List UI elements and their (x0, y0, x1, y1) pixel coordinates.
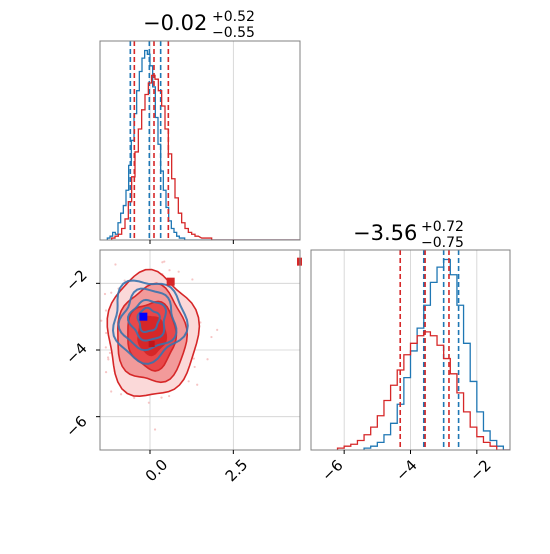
contour-panel-joint (94, 237, 302, 454)
histogram-step-series-1 (336, 331, 510, 450)
scatter-point (168, 394, 171, 398)
scatter-point (104, 309, 108, 312)
x-tick-label-2-5: 2.5 (222, 456, 252, 486)
contour-content (94, 237, 219, 431)
contour-line-red-1 (116, 282, 189, 384)
title-bottom-right: −3.56 +0.72 −0.75 (353, 219, 464, 251)
scatter-point (110, 390, 113, 393)
title-top-left-plus: +0.52 (212, 9, 255, 25)
scatter-point (216, 328, 219, 331)
histogram-step-series-0 (106, 49, 300, 240)
contour-line-blue-1 (117, 287, 178, 352)
histogram-panel-param1 (99, 40, 301, 244)
marker-blue-square (139, 312, 148, 321)
scatter-point (161, 261, 164, 264)
y-tick-label-neg4: −4 (62, 339, 90, 367)
title-top-left-value: −0.02 (143, 11, 207, 35)
scatter-point (119, 393, 123, 396)
x-tick-label-neg6: −6 (318, 456, 346, 484)
scatter-point (163, 260, 166, 263)
scatter-point (191, 278, 194, 281)
histogram-step-series-1 (111, 74, 300, 240)
scatter-point (133, 396, 136, 399)
scatter-point (206, 358, 209, 361)
scatter-point (146, 237, 148, 239)
scatter-point (160, 396, 163, 399)
scatter-point (107, 358, 110, 361)
scatter-point (177, 270, 180, 273)
x-tick-labels-contour: 0.0 2.5 (142, 456, 252, 486)
scatter-point (114, 263, 117, 266)
scatter-point (108, 351, 112, 355)
title-bottom-right-plus: +0.72 (421, 219, 464, 235)
contour-line-red-2 (127, 300, 178, 372)
y-tick-labels-contour: −2 −4 −6 (62, 266, 90, 440)
scatter-point (193, 365, 196, 369)
scatter-point (192, 357, 195, 360)
scatter-point (100, 319, 103, 322)
scatter-point (94, 299, 96, 301)
scatter-point (210, 335, 213, 339)
contour-line-blue-2 (127, 298, 168, 342)
scatter-point (187, 380, 190, 383)
x-tick-label-0-0: 0.0 (142, 456, 172, 486)
panel-frame (99, 40, 301, 241)
scatter-point (104, 371, 108, 374)
y-tick-label-neg2: −2 (62, 266, 90, 294)
scatter-point (110, 291, 113, 294)
scatter-point (168, 269, 171, 272)
x-tick-labels-hist2: −6 −4 −2 (318, 456, 494, 484)
title-bottom-right-value: −3.56 (353, 221, 417, 245)
histogram-content (336, 250, 510, 450)
marker-red-center (148, 341, 155, 347)
scatter-point (153, 428, 157, 431)
scatter-point (196, 383, 199, 386)
histogram-panel-param2 (310, 249, 511, 454)
scatter-point (105, 331, 108, 335)
scatter-point (123, 279, 126, 282)
contour-line-blue-3 (136, 306, 161, 333)
x-tick-label-neg4: −4 (392, 456, 420, 484)
scatter-point (104, 346, 107, 349)
histogram-content (106, 41, 300, 240)
y-tick-label-neg6: −6 (62, 412, 90, 440)
contour-line-blue-0 (111, 279, 189, 365)
title-top-left-minus: −0.55 (212, 25, 255, 41)
title-top-left: −0.02 +0.52 −0.55 (143, 9, 255, 41)
histogram-step-series-0 (363, 258, 510, 450)
scatter-point (103, 292, 107, 296)
marker-red-square (166, 277, 175, 286)
scatter-point (106, 356, 110, 359)
x-tick-label-neg2: −2 (466, 456, 494, 484)
scatter-point (147, 401, 150, 404)
title-bottom-right-minus: −0.75 (421, 235, 464, 251)
